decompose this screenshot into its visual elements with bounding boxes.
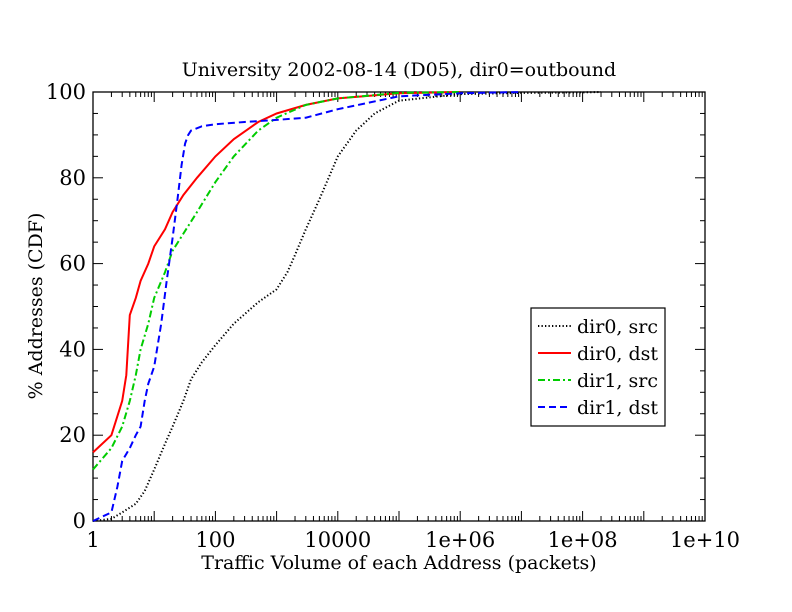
y-axis-label: % Addresses (CDF) [25,213,47,400]
x-tick-label: 1 [86,528,99,552]
legend-label: dir1, src [577,370,658,392]
x-tick-labels: 1 100 10000 1e+06 1e+08 1e+10 [86,528,740,552]
y-tick-label: 0 [73,509,86,533]
y-tick-label: 60 [59,252,86,276]
plot-frame [92,91,706,522]
x-tick-label: 10000 [304,528,371,552]
x-axis-label: Traffic Volume of each Address (packets) [201,552,596,574]
x-tick-label: 1e+06 [425,528,495,552]
y-tick-labels: 0 20 40 60 80 100 [46,80,86,533]
chart-title: University 2002-08-14 (D05), dir0=outbou… [182,59,616,81]
legend-label: dir0, dst [577,343,658,365]
legend: dir0, src dir0, dst dir1, src dir1, dst [530,307,666,427]
y-tick-label: 80 [59,166,86,190]
legend-items: dir0, src dir0, dst dir1, src dir1, dst [538,316,658,419]
series-lines [92,91,602,522]
y-tick-label: 20 [59,423,86,447]
x-tick-label: 1e+08 [548,528,618,552]
y-tick-label: 100 [46,80,86,104]
series-line-1 [92,91,602,522]
legend-box [530,307,666,427]
x-tick-label: 1e+10 [670,528,740,552]
axis-ticks [92,91,705,522]
series-line-4 [92,91,522,522]
legend-label: dir1, dst [577,397,658,419]
y-tick-label: 40 [59,337,86,361]
x-tick-label: 100 [195,528,235,552]
series-line-3 [92,91,461,471]
series-line-2 [92,91,461,454]
legend-label: dir0, src [577,316,658,338]
